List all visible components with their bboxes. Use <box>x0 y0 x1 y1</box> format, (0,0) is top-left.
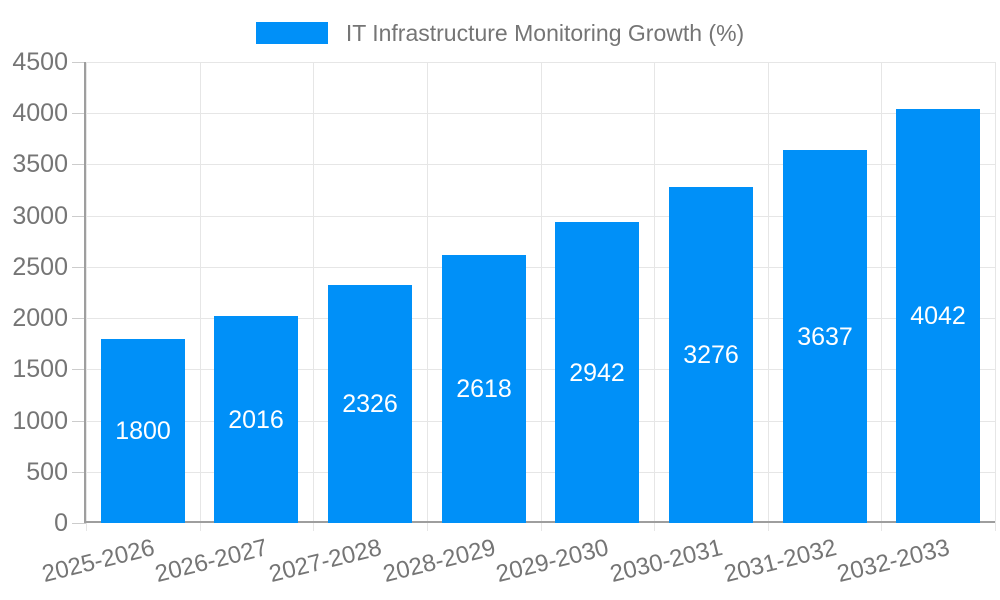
y-axis-tick <box>72 267 86 268</box>
y-axis-tick <box>72 62 86 63</box>
x-axis-tick-label: 2028-2029 <box>380 534 499 588</box>
y-axis-tick <box>72 369 86 370</box>
gridline <box>86 318 995 319</box>
bar-value-label: 2618 <box>456 375 512 403</box>
chart-legend: IT Infrastructure Monitoring Growth (%) <box>0 20 1000 46</box>
y-axis-tick-label: 500 <box>26 458 68 486</box>
y-axis-tick-label: 3500 <box>12 150 68 178</box>
gridline <box>86 164 995 165</box>
bar[interactable] <box>328 285 412 523</box>
bar-value-label: 2016 <box>228 406 284 434</box>
y-axis-tick <box>72 523 86 524</box>
gridline <box>86 267 995 268</box>
bar-value-label: 2326 <box>342 390 398 418</box>
legend-swatch <box>255 22 328 44</box>
y-axis-tick-label: 1500 <box>12 355 68 383</box>
x-axis-tick-label: 2030-2031 <box>607 534 726 588</box>
gridline <box>313 62 314 531</box>
y-axis-tick <box>72 216 86 217</box>
bar-value-label: 1800 <box>115 417 171 445</box>
y-axis-tick <box>72 318 86 319</box>
bar-value-label: 4042 <box>910 302 966 330</box>
y-axis-tick-label: 2000 <box>12 304 68 332</box>
gridline <box>541 62 542 531</box>
gridline <box>654 62 655 531</box>
y-axis-tick-label: 4500 <box>12 48 68 76</box>
bar[interactable] <box>555 222 639 523</box>
bar-value-label: 3276 <box>683 341 739 369</box>
y-axis-tick-label: 2500 <box>12 253 68 281</box>
bar[interactable] <box>783 150 867 523</box>
gridline <box>86 369 995 370</box>
x-axis-tick-label: 2025-2026 <box>39 534 158 588</box>
legend-label: IT Infrastructure Monitoring Growth (%) <box>345 20 745 46</box>
y-axis-tick <box>72 472 86 473</box>
gridline <box>86 62 87 531</box>
bar-value-label: 3637 <box>797 323 853 351</box>
x-axis-line <box>84 521 995 523</box>
gridline <box>995 62 996 531</box>
gridline <box>427 62 428 531</box>
y-axis-tick <box>72 113 86 114</box>
y-axis-tick-label: 0 <box>54 509 68 537</box>
y-axis-line <box>84 62 86 523</box>
gridline <box>200 62 201 531</box>
bar[interactable] <box>101 339 185 523</box>
gridline <box>86 216 995 217</box>
y-axis-tick-label: 1000 <box>12 407 68 435</box>
x-axis-tick-label: 2032-2033 <box>834 534 953 588</box>
bar-value-label: 2942 <box>569 359 625 387</box>
y-axis-tick <box>72 421 86 422</box>
y-axis-tick-label: 4000 <box>12 99 68 127</box>
gridline <box>86 472 995 473</box>
gridline <box>86 113 995 114</box>
bar[interactable] <box>214 316 298 523</box>
y-axis-tick <box>72 164 86 165</box>
x-axis-tick-label: 2027-2028 <box>266 534 385 588</box>
gridline <box>86 62 995 63</box>
bar[interactable] <box>442 255 526 523</box>
bar[interactable] <box>669 187 753 523</box>
gridline <box>768 62 769 531</box>
y-axis-tick-label: 3000 <box>12 202 68 230</box>
gridline <box>86 421 995 422</box>
bar[interactable] <box>896 109 980 523</box>
x-axis-tick-label: 2026-2027 <box>152 534 271 588</box>
gridline <box>881 62 882 531</box>
x-axis-tick-label: 2029-2030 <box>493 534 612 588</box>
x-axis-tick-label: 2031-2032 <box>721 534 840 588</box>
